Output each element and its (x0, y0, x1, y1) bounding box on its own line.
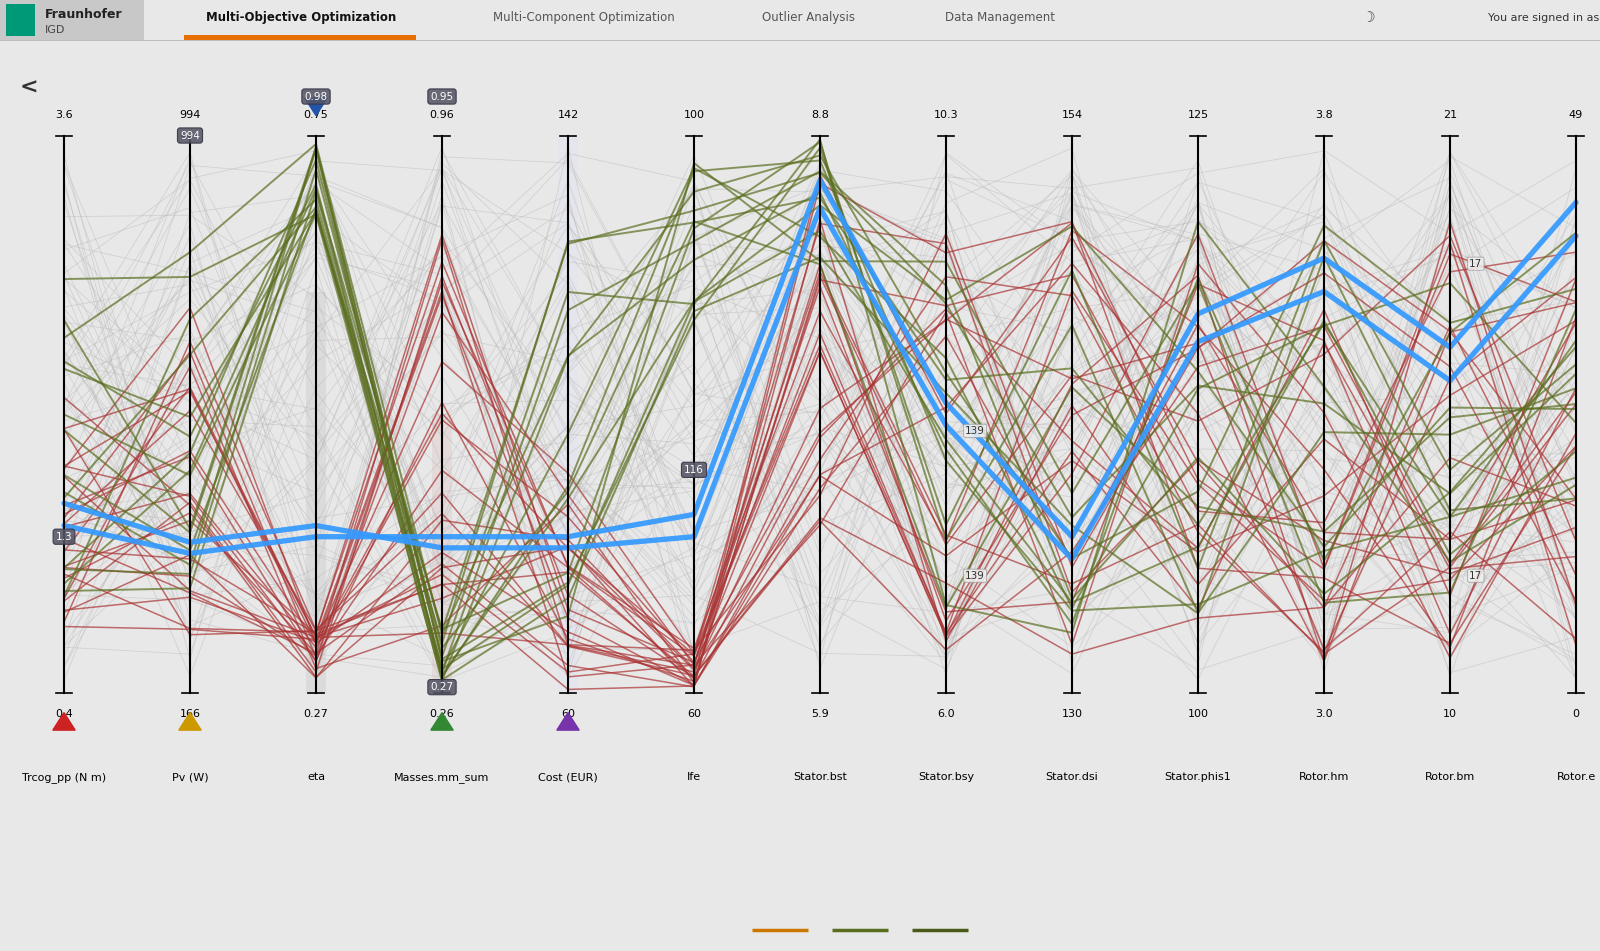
Text: 10: 10 (1443, 708, 1458, 719)
Bar (558, 136, 578, 692)
Text: Multi-Objective Optimization: Multi-Objective Optimization (206, 11, 395, 25)
Text: 8.8: 8.8 (811, 109, 829, 120)
Text: 0.98: 0.98 (304, 91, 328, 102)
Text: 0.26: 0.26 (430, 708, 454, 719)
Text: You are signed in as LCM: You are signed in as LCM (1488, 13, 1600, 23)
Text: Stator.bst: Stator.bst (794, 772, 846, 783)
Text: 994: 994 (181, 130, 200, 141)
Text: 139: 139 (965, 426, 986, 436)
Polygon shape (53, 712, 75, 730)
Polygon shape (430, 712, 453, 730)
Text: 1.3: 1.3 (56, 532, 72, 542)
Text: Ife: Ife (686, 772, 701, 783)
Text: Masses.mm_sum: Masses.mm_sum (394, 772, 490, 784)
Text: IGD: IGD (45, 25, 66, 35)
Polygon shape (179, 712, 202, 730)
Text: 130: 130 (1061, 708, 1083, 719)
Text: 0.27: 0.27 (304, 708, 328, 719)
Text: Multi-Component Optimization: Multi-Component Optimization (493, 11, 675, 25)
Text: 49: 49 (1570, 109, 1582, 120)
Text: 60: 60 (686, 708, 701, 719)
Text: 60: 60 (562, 708, 574, 719)
Polygon shape (304, 98, 328, 116)
Text: 17: 17 (1469, 571, 1483, 581)
Text: Cost (EUR): Cost (EUR) (538, 772, 598, 783)
Text: 0.75: 0.75 (304, 109, 328, 120)
Text: 100: 100 (683, 109, 704, 120)
Text: 142: 142 (557, 109, 579, 120)
Text: Fraunhofer: Fraunhofer (45, 8, 123, 21)
Text: 100: 100 (1187, 708, 1208, 719)
Text: 10.3: 10.3 (934, 109, 958, 120)
Text: 0.96: 0.96 (430, 109, 454, 120)
Text: Stator.bsy: Stator.bsy (918, 772, 974, 783)
Text: Rotor.bm: Rotor.bm (1426, 772, 1475, 783)
Text: 166: 166 (179, 708, 200, 719)
Text: 0.4: 0.4 (54, 708, 74, 719)
Bar (0, 0, 144, 40)
Text: 3.0: 3.0 (1315, 708, 1333, 719)
Text: 139: 139 (965, 571, 986, 581)
Text: Rotor.hm: Rotor.hm (1299, 772, 1349, 783)
Bar (184, 35, 416, 40)
Text: 3.6: 3.6 (54, 109, 74, 120)
Text: 6.0: 6.0 (938, 708, 955, 719)
Text: 0.95: 0.95 (430, 91, 453, 102)
Bar (307, 292, 326, 692)
Text: 154: 154 (1061, 109, 1083, 120)
Text: 994: 994 (179, 109, 200, 120)
Text: Stator.dsi: Stator.dsi (1046, 772, 1098, 783)
Text: Stator.phis1: Stator.phis1 (1165, 772, 1232, 783)
Text: eta: eta (307, 772, 325, 783)
Text: ☽: ☽ (1362, 10, 1374, 26)
Text: 3.8: 3.8 (1315, 109, 1333, 120)
Text: Rotor.e: Rotor.e (1557, 772, 1595, 783)
Polygon shape (557, 712, 579, 730)
Text: Outlier Analysis: Outlier Analysis (762, 11, 854, 25)
Text: 21: 21 (1443, 109, 1458, 120)
Text: 17: 17 (1469, 259, 1483, 269)
Text: <: < (19, 78, 38, 98)
Bar (432, 414, 451, 692)
Text: 0.27: 0.27 (430, 682, 453, 692)
Text: 5.9: 5.9 (811, 708, 829, 719)
Text: 0: 0 (1573, 708, 1579, 719)
Text: 116: 116 (685, 465, 704, 475)
Bar (6, 4, 35, 36)
Text: Pv (W): Pv (W) (171, 772, 208, 783)
Text: Trcog_pp (N m): Trcog_pp (N m) (22, 772, 106, 784)
Text: 125: 125 (1187, 109, 1208, 120)
Text: Data Management: Data Management (946, 11, 1054, 25)
